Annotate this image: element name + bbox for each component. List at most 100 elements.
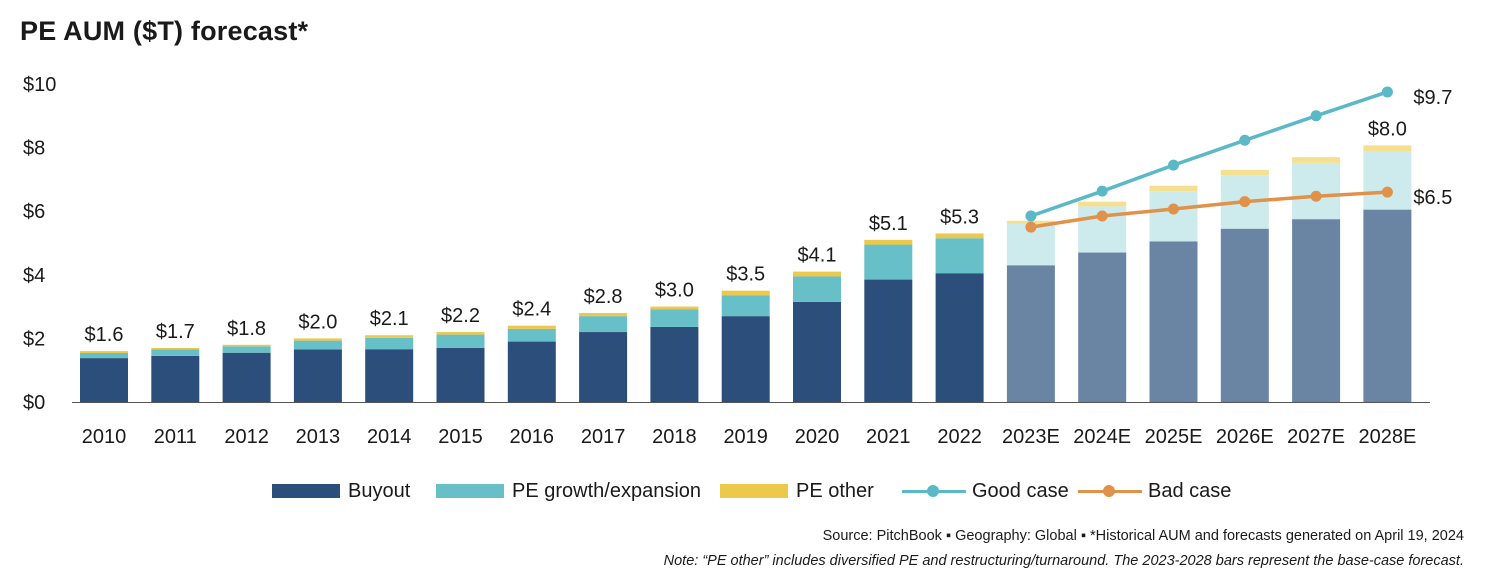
bar-segment-growth xyxy=(507,328,556,342)
bar-segment-buyout xyxy=(293,349,342,402)
bad-case-point xyxy=(1096,210,1108,222)
bar-segment-other xyxy=(721,290,770,296)
bar-segment-buyout xyxy=(1220,228,1269,402)
x-tick-label: 2015 xyxy=(438,426,483,448)
bar-total-label: $4.1 xyxy=(798,245,837,267)
chart-title: PE AUM ($T) forecast* xyxy=(20,16,309,46)
y-tick-label: $4 xyxy=(23,265,45,287)
bad-case-end-label: $6.5 xyxy=(1413,187,1452,209)
x-tick-label: 2024E xyxy=(1073,426,1131,448)
y-tick-label: $6 xyxy=(23,201,45,223)
good-case-point xyxy=(1096,185,1108,197)
good-case-point xyxy=(1381,86,1393,98)
bad-case-point xyxy=(1381,186,1393,198)
bar-total-label: $5.3 xyxy=(940,206,979,228)
bar-segment-growth xyxy=(650,309,699,327)
x-axis: 2010 2011 2012 2013 2014 2015 2016 2017 2018 2019… xyxy=(82,426,1417,448)
bar-segment-other xyxy=(436,332,485,335)
good-case-point xyxy=(1310,110,1322,122)
x-tick-label: 2025E xyxy=(1145,426,1203,448)
bar-total-label: $3.5 xyxy=(726,264,765,286)
legend-label-good-case: Good case xyxy=(972,479,1069,502)
bar-segment-other xyxy=(80,351,128,354)
bar-segment-other xyxy=(864,239,913,245)
pe-aum-chart: $0$2$4$6$8$10 2010 2011 2012 2013 2014 2015 20… xyxy=(23,74,1452,448)
bar-total-label: $8.0 xyxy=(1368,118,1407,140)
bar-segment-growth xyxy=(293,340,342,350)
bar-total-label: $3.0 xyxy=(655,280,694,302)
x-tick-label: 2021 xyxy=(866,426,911,448)
bar-segment-buyout xyxy=(579,332,628,402)
bar-total-label: $1.8 xyxy=(227,318,266,340)
x-tick-label: 2018 xyxy=(652,426,697,448)
x-tick-label: 2023E xyxy=(1002,426,1060,448)
x-tick-label: 2026E xyxy=(1216,426,1274,448)
good-case-point xyxy=(1168,159,1179,171)
bar-segment-growth xyxy=(1363,151,1412,210)
bar-segment-buyout xyxy=(1006,265,1055,402)
legend-swatch-buyout xyxy=(272,484,340,498)
bar-segment-other xyxy=(151,347,200,350)
legend-label-pe-growth: PE growth/expansion xyxy=(512,479,702,502)
bar-segment-buyout xyxy=(650,326,699,402)
bar-total-label: $5.1 xyxy=(869,213,908,235)
y-tick-label: $8 xyxy=(23,138,45,160)
bar-segment-other xyxy=(793,271,841,277)
bar-total-label: $2.0 xyxy=(298,311,337,333)
bar-segment-other xyxy=(1292,157,1341,163)
bar-segment-buyout xyxy=(151,355,200,402)
good-case-point xyxy=(1025,210,1037,222)
bar-segment-other xyxy=(507,325,556,329)
bar-segment-other xyxy=(935,233,984,239)
legend: Buyout PE growth/expansion PE other Good… xyxy=(0,476,1508,506)
bar-segment-growth xyxy=(222,346,271,353)
data-labels: $1.6 $1.7 $1.8 $2.0 $2.1 $2.2 $2.4 $2.8 $3.0 $3.5… xyxy=(85,118,1407,346)
bar-segment-buyout xyxy=(222,352,271,402)
legend-label-bad-case: Bad case xyxy=(1148,479,1232,502)
x-tick-label: 2013 xyxy=(296,426,341,448)
bar-segment-growth xyxy=(793,276,841,302)
bad-case-point xyxy=(1239,196,1251,208)
bar-segment-buyout xyxy=(1292,219,1341,402)
bar-segment-other xyxy=(365,335,414,338)
bar-total-label: $2.1 xyxy=(370,308,409,330)
legend-item-bad-case: Bad case xyxy=(1078,476,1231,506)
y-tick-label: $10 xyxy=(23,74,56,96)
bar-segment-buyout xyxy=(507,341,556,402)
bar-total-label: $1.6 xyxy=(85,324,124,346)
legend-swatch-pe-growth xyxy=(436,484,504,498)
legend-item-pe-other: PE other xyxy=(720,476,874,506)
x-tick-label: 2022 xyxy=(937,426,982,448)
x-tick-label: 2010 xyxy=(82,426,127,448)
bar-segment-other xyxy=(650,306,699,310)
bar-segment-growth xyxy=(935,238,984,274)
x-tick-label: 2017 xyxy=(581,426,626,448)
good-case-point xyxy=(1239,134,1251,146)
bar-total-label: $2.2 xyxy=(441,305,480,327)
bar-segment-other xyxy=(222,344,271,347)
good-case-line xyxy=(1030,90,1388,218)
legend-item-buyout: Buyout xyxy=(272,476,410,506)
x-tick-label: 2014 xyxy=(367,426,412,448)
bar-segment-buyout xyxy=(864,279,913,402)
bar-segment-buyout xyxy=(80,358,128,402)
legend-label-buyout: Buyout xyxy=(348,479,411,502)
legend-item-pe-growth: PE growth/expansion xyxy=(436,476,701,506)
bar-total-label: $2.4 xyxy=(512,299,551,321)
legend-swatch-pe-other xyxy=(720,484,788,498)
bar-segment-buyout xyxy=(1149,241,1198,402)
bar-segment-growth xyxy=(864,244,913,280)
bar-segment-growth xyxy=(721,295,770,317)
bar-segment-growth xyxy=(436,334,485,348)
x-tick-label: 2011 xyxy=(154,426,197,448)
x-tick-label: 2016 xyxy=(510,426,555,448)
bar-segment-buyout xyxy=(436,347,485,402)
bar-segment-other xyxy=(1220,169,1269,176)
bar-segment-buyout xyxy=(935,273,984,402)
bar-segment-growth xyxy=(151,349,200,356)
legend-label-pe-other: PE other xyxy=(796,479,874,502)
source-text: Source: PitchBook ▪ Geography: Global ▪ … xyxy=(822,528,1464,544)
bar-segment-buyout xyxy=(793,301,841,402)
x-tick-label: 2027E xyxy=(1287,426,1345,448)
bar-segment-buyout xyxy=(1078,252,1127,402)
